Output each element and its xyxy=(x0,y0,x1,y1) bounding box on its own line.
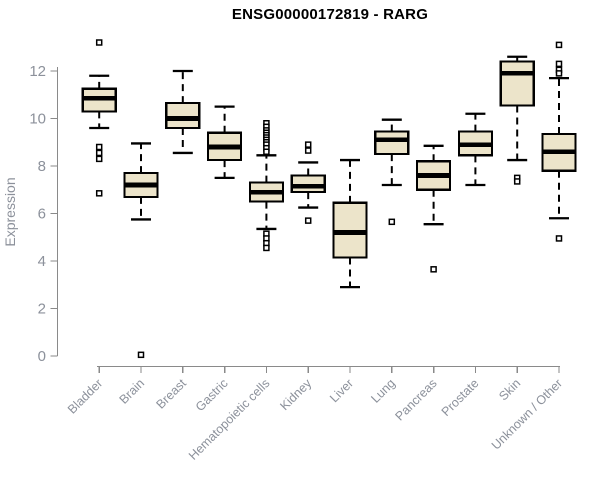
iqr-box xyxy=(332,201,368,259)
outlier-point xyxy=(304,141,312,148)
outlier-point xyxy=(263,148,270,155)
box-kidney xyxy=(290,141,326,224)
outlier-point xyxy=(555,41,563,49)
box-prostate xyxy=(457,112,493,187)
chart-title: ENSG00000172819 - RARG xyxy=(231,6,429,23)
y-tick-label: 4 xyxy=(38,253,46,270)
iqr-box xyxy=(499,60,535,107)
y-axis-title: Expression xyxy=(2,177,18,246)
outlier-point xyxy=(388,218,396,226)
y-tick-label: 12 xyxy=(29,63,46,80)
outlier-point xyxy=(555,70,563,77)
box-lung xyxy=(374,118,410,226)
box-unknown-other xyxy=(541,41,577,242)
outlier-point xyxy=(95,155,103,163)
outlier-point xyxy=(137,351,145,359)
x-tick-label-prostate: Prostate xyxy=(439,376,482,419)
x-tick-label-hematopoietic-cells: Hematopoietic cells xyxy=(186,376,273,463)
outlier-point xyxy=(555,60,563,68)
outlier-point xyxy=(555,235,563,242)
outlier-point xyxy=(430,266,437,273)
y-tick-label: 10 xyxy=(29,111,46,128)
outlier-point xyxy=(95,149,103,157)
outlier-point xyxy=(95,143,103,151)
outlier-point xyxy=(513,178,521,185)
outlier-point xyxy=(263,244,270,252)
x-tick-label-liver: Liver xyxy=(327,376,356,405)
y-tick-label: 6 xyxy=(38,206,46,223)
box-brain xyxy=(123,142,159,359)
outlier-point xyxy=(95,190,103,197)
iqr-box xyxy=(374,130,410,156)
box-bladder xyxy=(81,39,117,197)
box-skin xyxy=(499,55,535,185)
x-tick-label-bladder: Bladder xyxy=(65,376,105,416)
x-tick-label-gastric: Gastric xyxy=(193,376,231,414)
outlier-point xyxy=(95,39,103,46)
box-hematopoietic-cells xyxy=(248,120,284,252)
box-gastric xyxy=(207,105,243,180)
outlier-point xyxy=(304,217,312,224)
x-tick-label-lung: Lung xyxy=(368,376,398,406)
box-liver xyxy=(332,158,368,289)
y-axis: 0 2 4 6 8 10 12 Expression xyxy=(2,63,59,365)
outlier-point xyxy=(304,147,312,154)
iqr-box xyxy=(165,101,201,130)
x-tick-label-breast: Breast xyxy=(153,376,189,412)
x-tick-label-brain: Brain xyxy=(117,376,148,407)
iqr-box xyxy=(290,174,326,194)
y-tick-label: 0 xyxy=(38,348,46,365)
box-breast xyxy=(165,69,201,155)
y-tick-label: 8 xyxy=(38,158,46,175)
box-pancreas xyxy=(416,144,452,273)
x-tick-label-unknown-other: Unknown / Other xyxy=(489,376,565,452)
x-tick-label-skin: Skin xyxy=(496,376,523,403)
x-tick-label-pancreas: Pancreas xyxy=(392,376,439,423)
x-tick-label-kidney: Kidney xyxy=(277,376,314,413)
y-tick-label: 2 xyxy=(38,301,46,318)
